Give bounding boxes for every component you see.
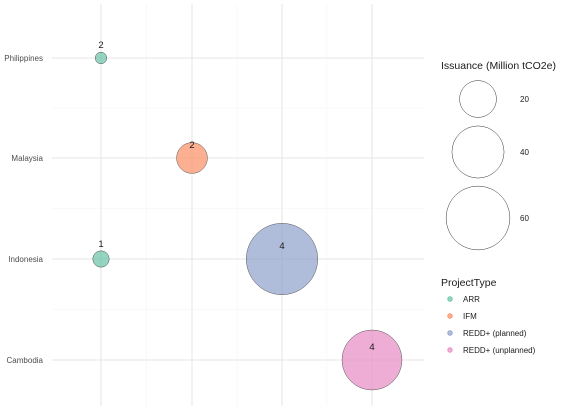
y-tick-label-malaysia: Malaysia (11, 154, 43, 163)
data-label-philippines-arr: 2 (98, 40, 103, 51)
size-legend-circle-60 (445, 185, 511, 251)
data-label-indonesia-redd-planned: 4 (279, 241, 284, 252)
color-legend-label-redd-planned: REDD+ (planned) (463, 329, 527, 338)
size-legend-circle-40 (451, 125, 505, 179)
size-legend-label-40: 40 (520, 148, 529, 157)
bubble-philippines-arr (94, 51, 108, 65)
color-legend: ProjectType ARR IFM REDD+ (planned) REDD+ (… (441, 277, 536, 355)
color-legend-label-ifm: IFM (463, 312, 477, 321)
size-legend-label-20: 20 (520, 95, 529, 104)
size-legend-label-60: 60 (520, 214, 529, 223)
data-label-cambodia-redd-unplanned: 4 (369, 342, 374, 353)
color-legend-key-ifm (447, 313, 453, 319)
size-legend-title: Issuance (Million tCO2e) (441, 60, 556, 72)
size-legend-circle-20 (459, 80, 497, 118)
bubbles: 2 2 1 4 4 (92, 40, 403, 391)
color-legend-title: ProjectType (441, 277, 497, 289)
color-legend-key-redd-unplanned (447, 347, 453, 353)
y-axis-labels: Cambodia Indonesia Malaysia Philippines (4, 54, 43, 365)
size-legend: Issuance (Million tCO2e) 20 40 60 (441, 60, 556, 251)
data-label-indonesia-arr: 1 (98, 239, 103, 250)
bubble-malaysia-ifm (176, 142, 208, 174)
bubble-cambodia-redd-unplanned (341, 329, 403, 391)
color-legend-label-redd-unplanned: REDD+ (unplanned) (463, 346, 536, 355)
color-legend-key-redd-planned (447, 330, 453, 336)
data-label-malaysia-ifm: 2 (189, 140, 194, 151)
y-tick-label-indonesia: Indonesia (8, 255, 43, 264)
bubble-indonesia-redd-planned (246, 223, 318, 295)
color-legend-key-arr (447, 296, 453, 302)
bubble-indonesia-arr (92, 250, 110, 268)
y-tick-label-philippines: Philippines (4, 54, 43, 63)
color-legend-label-arr: ARR (463, 295, 480, 304)
y-tick-label-cambodia: Cambodia (7, 356, 44, 365)
